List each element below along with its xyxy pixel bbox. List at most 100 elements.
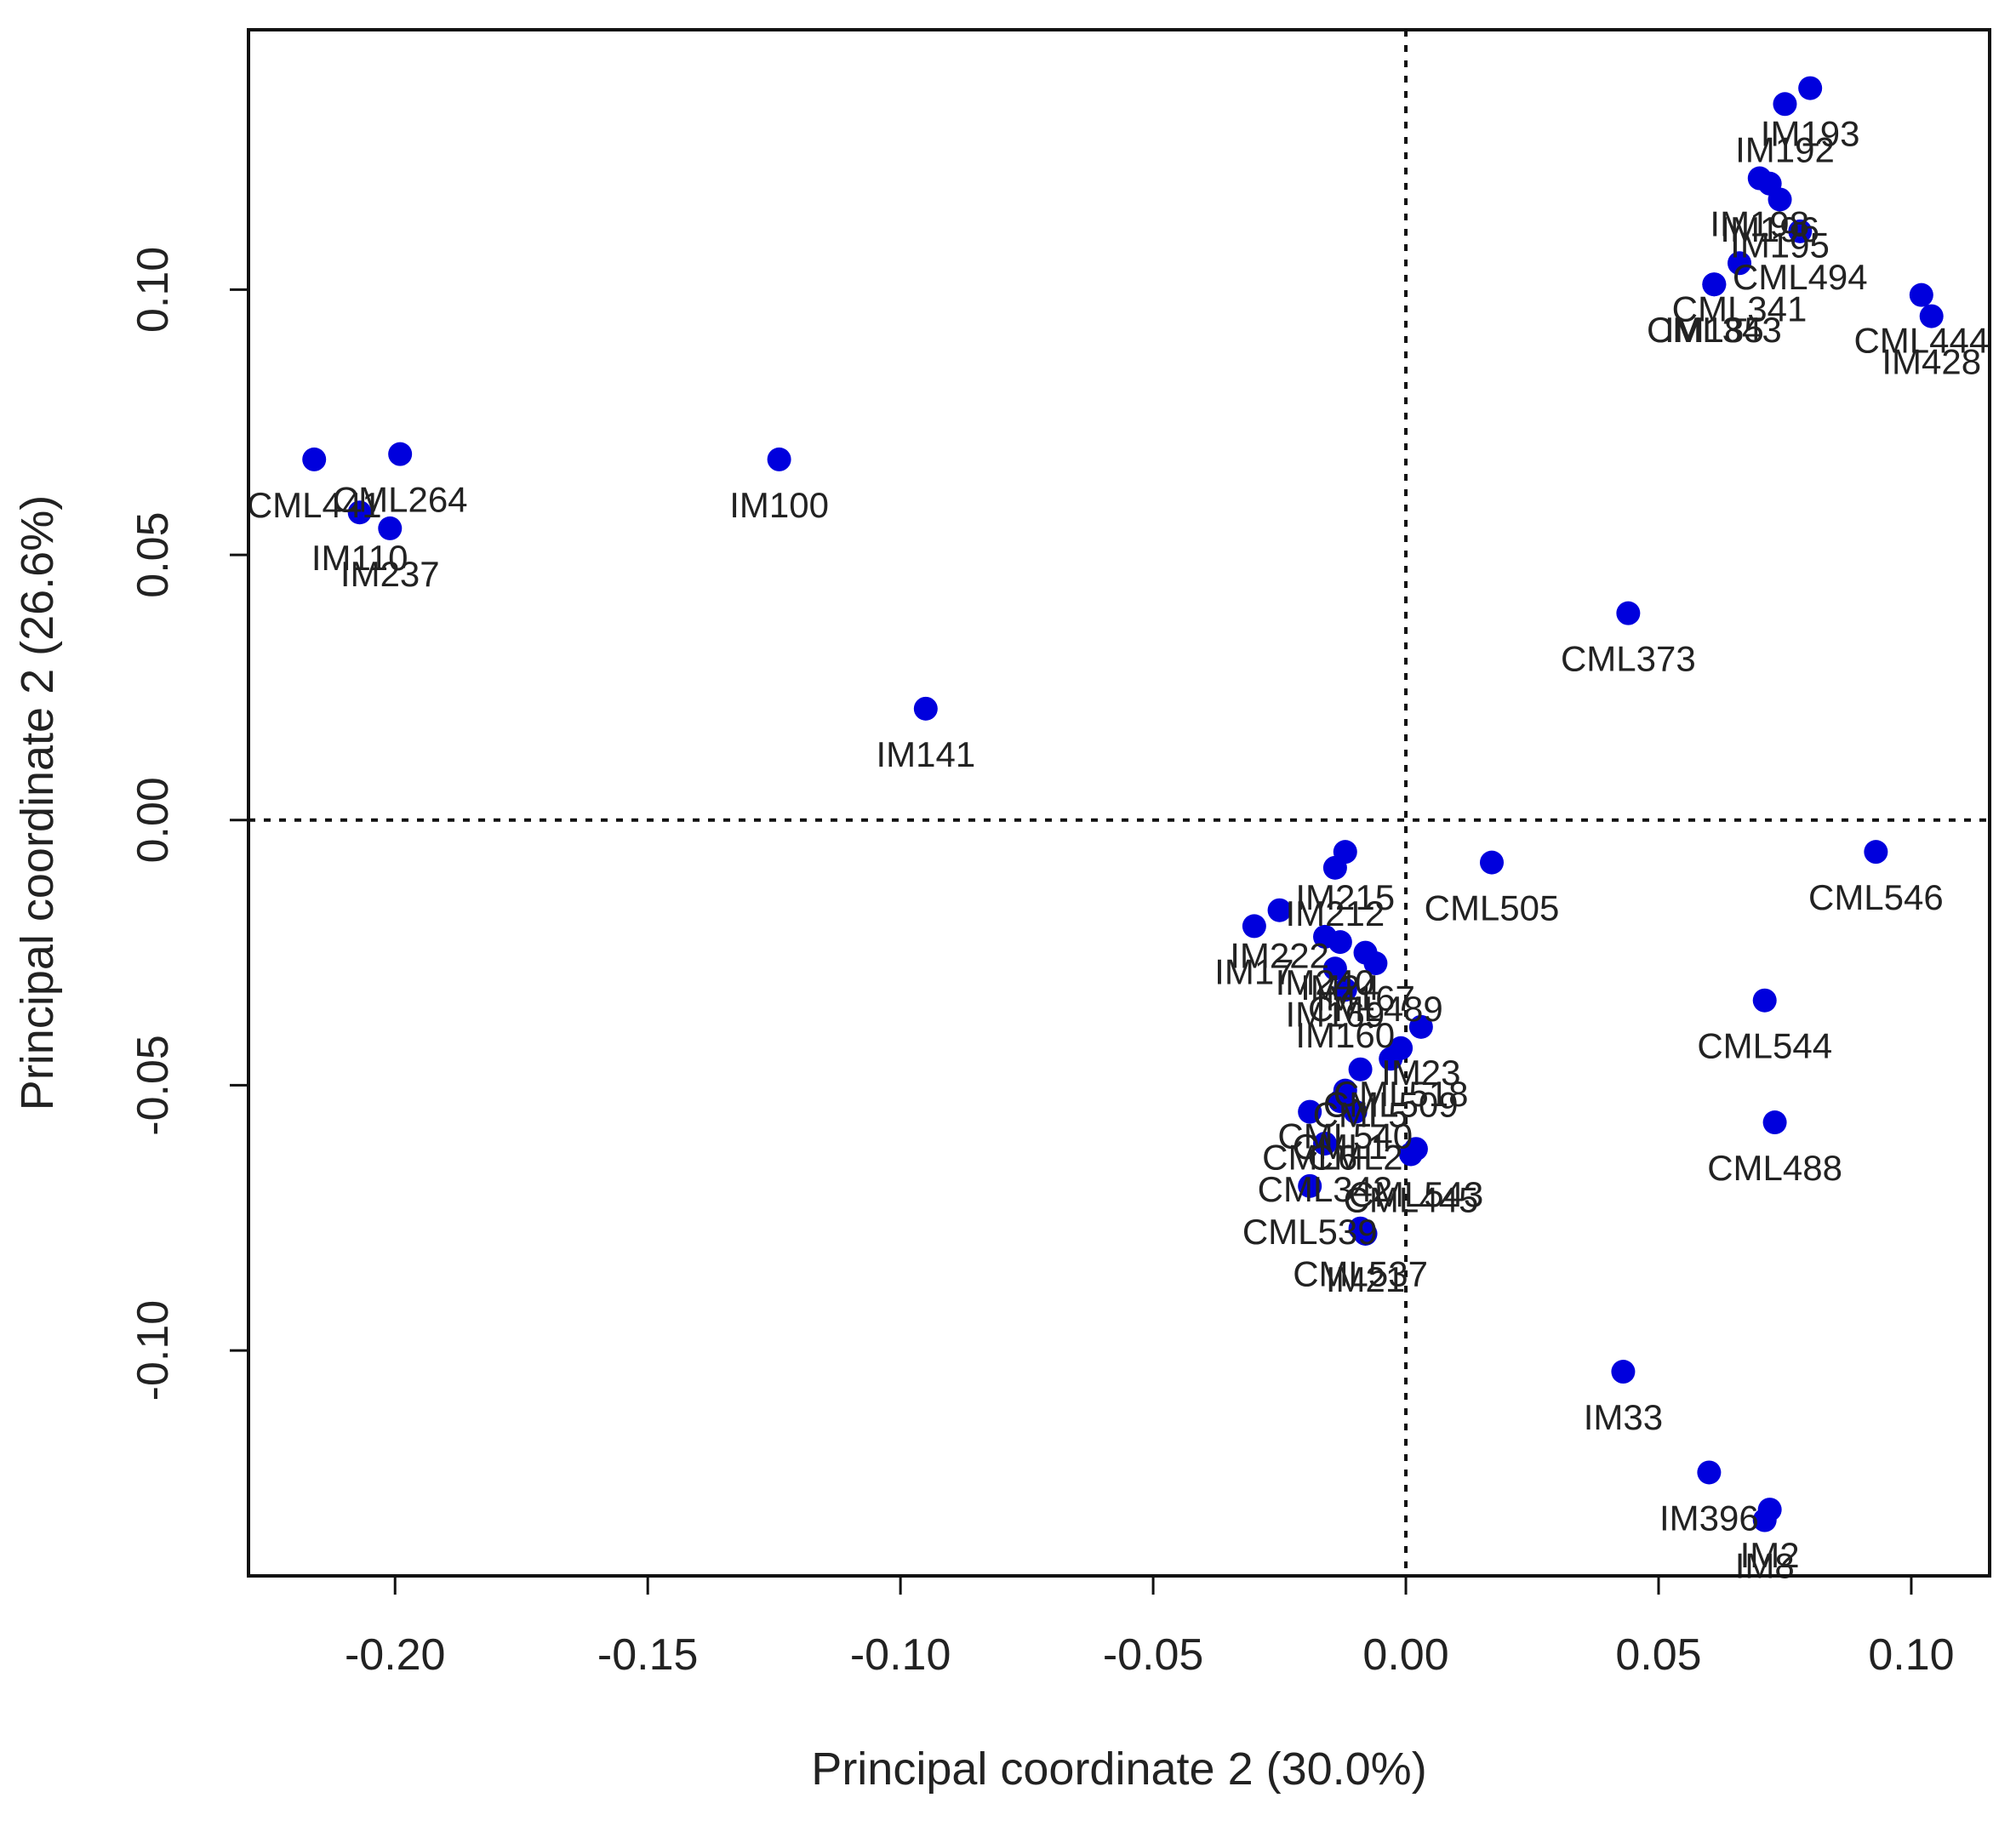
point-label: CML264 [333,480,468,520]
data-point [1616,601,1641,625]
point-label: CML343 [1647,310,1782,350]
data-point [1480,850,1505,875]
data-point [347,500,372,525]
x-tick-label: 0.10 [1868,1630,1954,1680]
point-label: CML2 [1308,1138,1403,1178]
data-point [1328,930,1352,955]
point-label: IM222 [1230,936,1329,976]
y-tick-label: -0.05 [128,1035,178,1136]
point-label: CML544 [1697,1026,1832,1066]
x-tick-label: -0.10 [850,1630,951,1680]
point-label: IM33 [1584,1397,1663,1437]
data-point [1611,1360,1636,1384]
point-label: IM185 [1665,310,1764,350]
point-label: CML6 [1262,1138,1357,1178]
data-point [1768,187,1792,212]
point-label: IM198 [1710,204,1809,244]
point-label: IM2 [1740,1535,1800,1575]
data-point [1298,1173,1322,1198]
point-label: CML373 [1561,639,1696,679]
point-label: CML444 [1853,321,1989,361]
x-tick-label: 0.00 [1362,1630,1448,1680]
point-label: IM195 [1730,225,1830,265]
point-label: IM100 [729,485,829,525]
data-point [1353,1221,1378,1246]
x-axis: -0.20 -0.15 -0.10 -0.05 0.00 0.05 0.10 [345,1576,1955,1680]
point-label: IM160 [1295,1015,1395,1055]
data-points [302,76,1944,1532]
data-point [1909,283,1933,307]
point-label: IM8 [1735,1546,1795,1586]
point-label: IM237 [340,554,440,594]
data-point [1398,1142,1423,1167]
point-label: IM428 [1882,342,1981,382]
point-label: CML441 [247,485,382,525]
point-label: IM110 [311,538,408,578]
plot-frame [247,28,1991,1578]
data-point [1919,304,1944,328]
y-tick-label: -0.10 [128,1300,178,1401]
point-label: IM215 [1295,877,1395,917]
data-point [378,516,403,540]
point-label: IM169 [1286,994,1385,1034]
point-label: IM196 [1720,209,1819,249]
data-point [1322,855,1347,880]
data-point [1752,1508,1777,1532]
data-point [1762,1110,1787,1135]
point-label: IM240 [1276,962,1375,1002]
point-label: CML494 [1733,257,1868,297]
point-label: CML341 [1672,288,1808,328]
data-point [1752,988,1777,1013]
data-point [1348,1057,1373,1082]
data-point [1702,272,1727,297]
y-tick-label: 0.10 [128,247,178,333]
data-point [1379,1047,1403,1071]
data-point [388,442,413,466]
y-tick-label: 0.00 [128,777,178,863]
data-point [1343,1099,1368,1124]
point-label: CML445 [1344,1179,1479,1219]
data-point [1697,1460,1722,1485]
data-point [1798,76,1823,100]
data-point [1408,1014,1433,1039]
point-label: CML518 [1334,1074,1469,1114]
data-point [767,447,791,471]
point-label: IM396 [1659,1498,1759,1538]
point-label: IM17 [1214,951,1294,991]
data-point [1322,956,1347,981]
data-point [1788,219,1813,243]
point-label: CML509 [1323,1084,1459,1124]
data-point [1267,898,1292,922]
point-label: IM141 [876,734,975,774]
point-labels: IM193IM192IM198IM196IM195CML494CML341CML… [247,114,1989,1586]
point-label: CML5 [1313,1095,1408,1135]
point-label: IM24 [1300,967,1379,1007]
point-label: CML342 [1258,1169,1393,1209]
point-label: CML539 [1242,1212,1378,1252]
x-tick-label: -0.15 [597,1630,699,1680]
data-point [1333,978,1357,1002]
data-point [1864,840,1888,865]
point-label: CML537 [1293,1254,1428,1294]
point-label: IM192 [1735,129,1835,169]
point-label: CML543 [1349,1174,1484,1214]
point-label: CML489 [1308,989,1443,1029]
point-label: IM23 [1381,1053,1460,1093]
point-label: IM212 [1286,893,1385,933]
x-axis-title: Principal coordinate 2 (30.0%) [811,1744,1426,1795]
reference-lines [248,30,1990,1576]
data-point [1298,1099,1322,1124]
data-point [913,696,938,721]
point-label: CML1 [1293,1127,1388,1167]
y-axis: -0.10 -0.05 0.00 0.05 0.10 [128,247,248,1401]
point-label: CML488 [1707,1148,1842,1188]
point-label: IM193 [1761,114,1860,154]
y-axis-title: Principal coordinate 2 (26.6%) [12,495,63,1110]
point-label: IM167 [1316,979,1415,1019]
x-tick-label: -0.05 [1103,1630,1204,1680]
x-tick-label: 0.05 [1615,1630,1701,1680]
data-point [1773,92,1797,117]
point-label: CML540 [1277,1116,1413,1156]
